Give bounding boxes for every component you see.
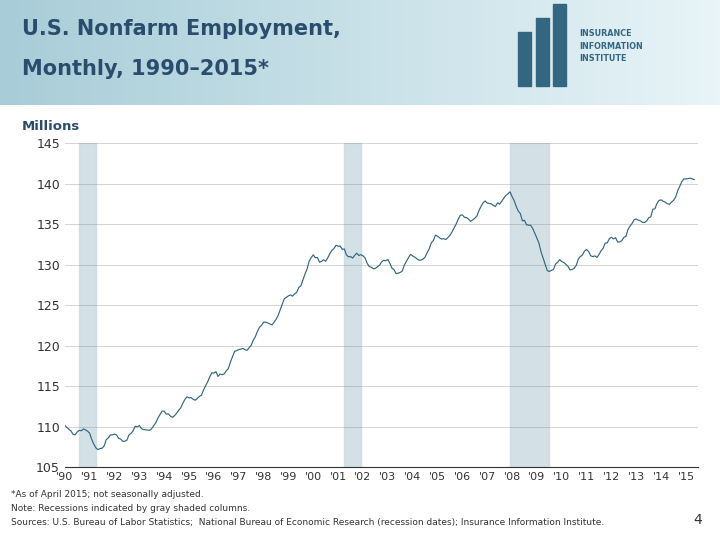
Bar: [536, 18, 549, 86]
Bar: [510, 143, 549, 467]
Text: Monthly, 1990–2015*: Monthly, 1990–2015*: [22, 59, 269, 79]
Bar: [79, 143, 96, 467]
Text: 4: 4: [693, 512, 702, 526]
Text: *As of April 2015; not seasonally adjusted.: *As of April 2015; not seasonally adjust…: [11, 490, 204, 500]
Text: Millions: Millions: [22, 120, 80, 133]
Text: Sources: U.S. Bureau of Labor Statistics;  National Bureau of Economic Research : Sources: U.S. Bureau of Labor Statistics…: [11, 518, 604, 528]
Text: U.S. Nonfarm Employment,: U.S. Nonfarm Employment,: [22, 19, 341, 39]
Bar: [553, 4, 566, 86]
Text: INSURANCE
INFORMATION
INSTITUTE: INSURANCE INFORMATION INSTITUTE: [580, 30, 644, 64]
Bar: [518, 31, 531, 86]
Bar: [344, 143, 361, 467]
Text: Note: Recessions indicated by gray shaded columns.: Note: Recessions indicated by gray shade…: [11, 504, 250, 514]
